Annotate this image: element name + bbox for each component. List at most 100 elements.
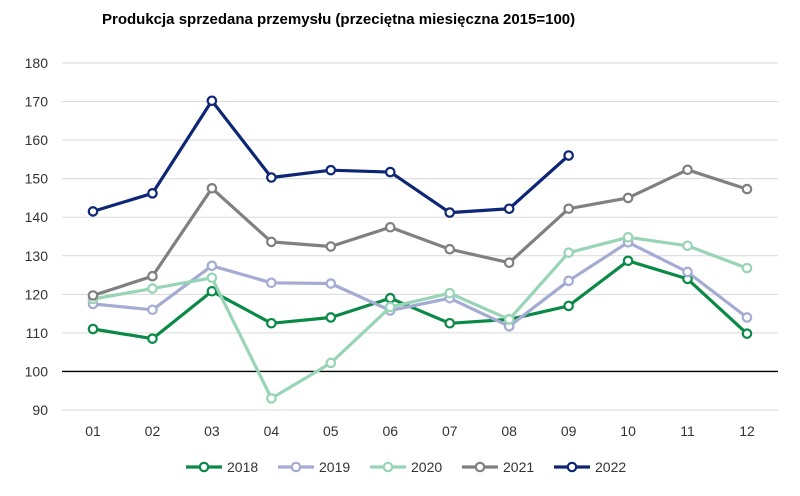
data-point: [503, 203, 515, 215]
data-point: [206, 260, 218, 272]
x-tick-label: 08: [501, 423, 517, 439]
data-point: [147, 270, 158, 282]
series-2018: [87, 255, 753, 344]
legend-label: 2021: [503, 459, 534, 475]
legend: 2018 2019 2020 2021 2022: [186, 459, 626, 475]
data-point: [682, 164, 693, 176]
data-point: [325, 357, 337, 369]
data-point: [563, 150, 574, 161]
series-line: [91, 259, 749, 341]
data-point: [622, 192, 634, 204]
data-point: [87, 323, 99, 335]
data-point: [563, 300, 574, 312]
y-tick-label: 150: [25, 171, 49, 187]
x-tick-label: 11: [680, 423, 695, 439]
legend-item: 2020: [370, 459, 442, 475]
data-point: [622, 255, 634, 267]
data-point: [384, 166, 396, 178]
data-point: [266, 393, 277, 404]
data-point: [622, 231, 634, 243]
data-point: [147, 304, 158, 316]
data-point: [206, 95, 218, 107]
series-line: [91, 168, 749, 298]
gridlines: [62, 62, 778, 411]
data-point: [682, 240, 693, 252]
x-tick-label: 02: [145, 423, 161, 439]
data-point: [206, 183, 218, 194]
legend-label: 2022: [595, 459, 626, 475]
data-point: [563, 275, 574, 287]
data-point: [266, 172, 277, 183]
legend-item: 2018: [186, 459, 258, 475]
data-point: [325, 278, 337, 289]
y-tick-label: 140: [25, 209, 49, 225]
data-point: [147, 283, 158, 294]
data-point: [325, 241, 337, 252]
data-point: [266, 236, 277, 248]
y-tick-label: 100: [25, 363, 49, 379]
series-2019: [87, 236, 753, 332]
data-point: [384, 301, 396, 313]
data-point: [444, 243, 456, 255]
data-point: [741, 262, 753, 274]
data-point: [384, 221, 396, 233]
x-tick-label: 03: [204, 423, 220, 439]
legend-item: 2019: [278, 459, 350, 475]
x-tick-label: 04: [264, 423, 280, 439]
data-point: [444, 207, 456, 218]
y-tick-label: 130: [25, 248, 49, 264]
y-axis-ticks: 90 100 110 120 130 140 150 160 170 180: [25, 55, 49, 418]
data-point: [444, 287, 456, 299]
legend-swatch-marker: [566, 461, 578, 473]
data-point: [87, 206, 99, 217]
legend-item: 2022: [554, 459, 626, 475]
data-point: [266, 317, 277, 329]
legend-label: 2019: [319, 459, 350, 475]
data-point: [147, 333, 158, 344]
data-point: [266, 277, 277, 289]
data-point: [444, 317, 456, 329]
series-2021: [87, 164, 753, 301]
y-tick-label: 120: [25, 286, 49, 302]
data-point: [741, 328, 753, 339]
y-tick-label: 110: [26, 325, 49, 341]
x-tick-label: 06: [382, 423, 398, 439]
x-tick-label: 10: [620, 423, 636, 439]
legend-swatch-marker: [474, 461, 486, 473]
series-line: [91, 99, 571, 215]
data-point: [87, 290, 99, 301]
data-point: [682, 266, 693, 278]
data-point: [503, 257, 515, 269]
series-2022: [87, 95, 574, 218]
legend-label: 2018: [227, 459, 258, 475]
legend-swatch-marker: [198, 461, 210, 473]
legend-swatch-marker: [290, 461, 302, 473]
y-tick-label: 180: [25, 55, 49, 71]
chart-title: Produkcja sprzedana przemysłu (przeciętn…: [102, 11, 575, 28]
y-tick-label: 170: [25, 94, 49, 110]
y-tick-label: 160: [25, 132, 49, 148]
data-point: [147, 188, 158, 199]
x-tick-label: 12: [739, 423, 755, 439]
data-point: [206, 285, 218, 297]
legend-label: 2020: [411, 459, 442, 475]
y-tick-label: 90: [32, 402, 48, 418]
legend-item: 2021: [462, 459, 534, 475]
series-lines: [87, 95, 753, 404]
data-point: [741, 312, 753, 323]
data-point: [325, 312, 337, 323]
data-point: [384, 292, 396, 304]
series-2020: [87, 231, 753, 404]
x-tick-label: 05: [323, 423, 339, 439]
data-point: [563, 247, 574, 258]
x-tick-label: 01: [85, 423, 101, 439]
data-point: [503, 314, 515, 325]
x-tick-label: 07: [442, 423, 458, 439]
data-point: [206, 272, 218, 284]
series-line: [91, 240, 749, 328]
data-point: [563, 203, 574, 215]
series-line: [91, 235, 749, 400]
data-point: [741, 183, 753, 195]
